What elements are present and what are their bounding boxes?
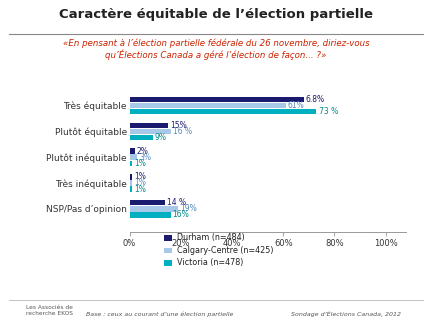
Bar [130,161,132,166]
Text: Les Associés de
recherche EKOS: Les Associés de recherche EKOS [26,305,73,316]
Text: 1%: 1% [134,179,146,188]
Text: 9%: 9% [155,133,167,142]
Text: 2%: 2% [137,146,149,156]
Bar [130,212,171,218]
Bar [130,200,165,205]
Text: 6.8%: 6.8% [306,95,325,104]
Text: Caractère équitable de l’élection partielle: Caractère équitable de l’élection partie… [59,8,373,21]
Text: 1%: 1% [134,185,146,193]
Bar [130,135,152,140]
Bar [130,174,132,179]
Bar [130,103,286,108]
Text: qu’Élections Canada a géré l’élection de façon... ?»: qu’Élections Canada a géré l’élection de… [105,49,327,60]
Text: 73 %: 73 % [318,107,338,116]
Bar [130,122,168,128]
Text: 1%: 1% [134,172,146,181]
Bar [130,180,132,186]
Bar [130,186,132,192]
Text: Durham (n=484): Durham (n=484) [177,233,245,242]
Bar [130,148,135,154]
Bar [130,155,137,160]
Text: 19%: 19% [180,204,197,213]
Text: 61%: 61% [288,101,305,110]
Text: Sondage d’Élections Canada, 2012: Sondage d’Élections Canada, 2012 [291,311,400,317]
Text: 14 %: 14 % [168,198,187,207]
Text: 15%: 15% [170,121,187,130]
Bar [130,97,304,102]
Text: 16%: 16% [173,210,189,219]
Text: Victoria (n=478): Victoria (n=478) [177,258,244,267]
Text: Calgary-Centre (n=425): Calgary-Centre (n=425) [177,246,273,255]
Bar [130,206,178,212]
Bar [130,109,317,114]
Text: 1%: 1% [134,159,146,168]
Bar [130,129,171,134]
Text: 3%: 3% [140,153,151,162]
Text: 16 %: 16 % [173,127,192,136]
Text: «En pensant à l’élection partielle fédérale du 26 novembre, diriez-vous: «En pensant à l’élection partielle fédér… [63,38,369,48]
Text: Base : ceux au courant d’une élection partielle: Base : ceux au courant d’une élection pa… [86,311,234,317]
